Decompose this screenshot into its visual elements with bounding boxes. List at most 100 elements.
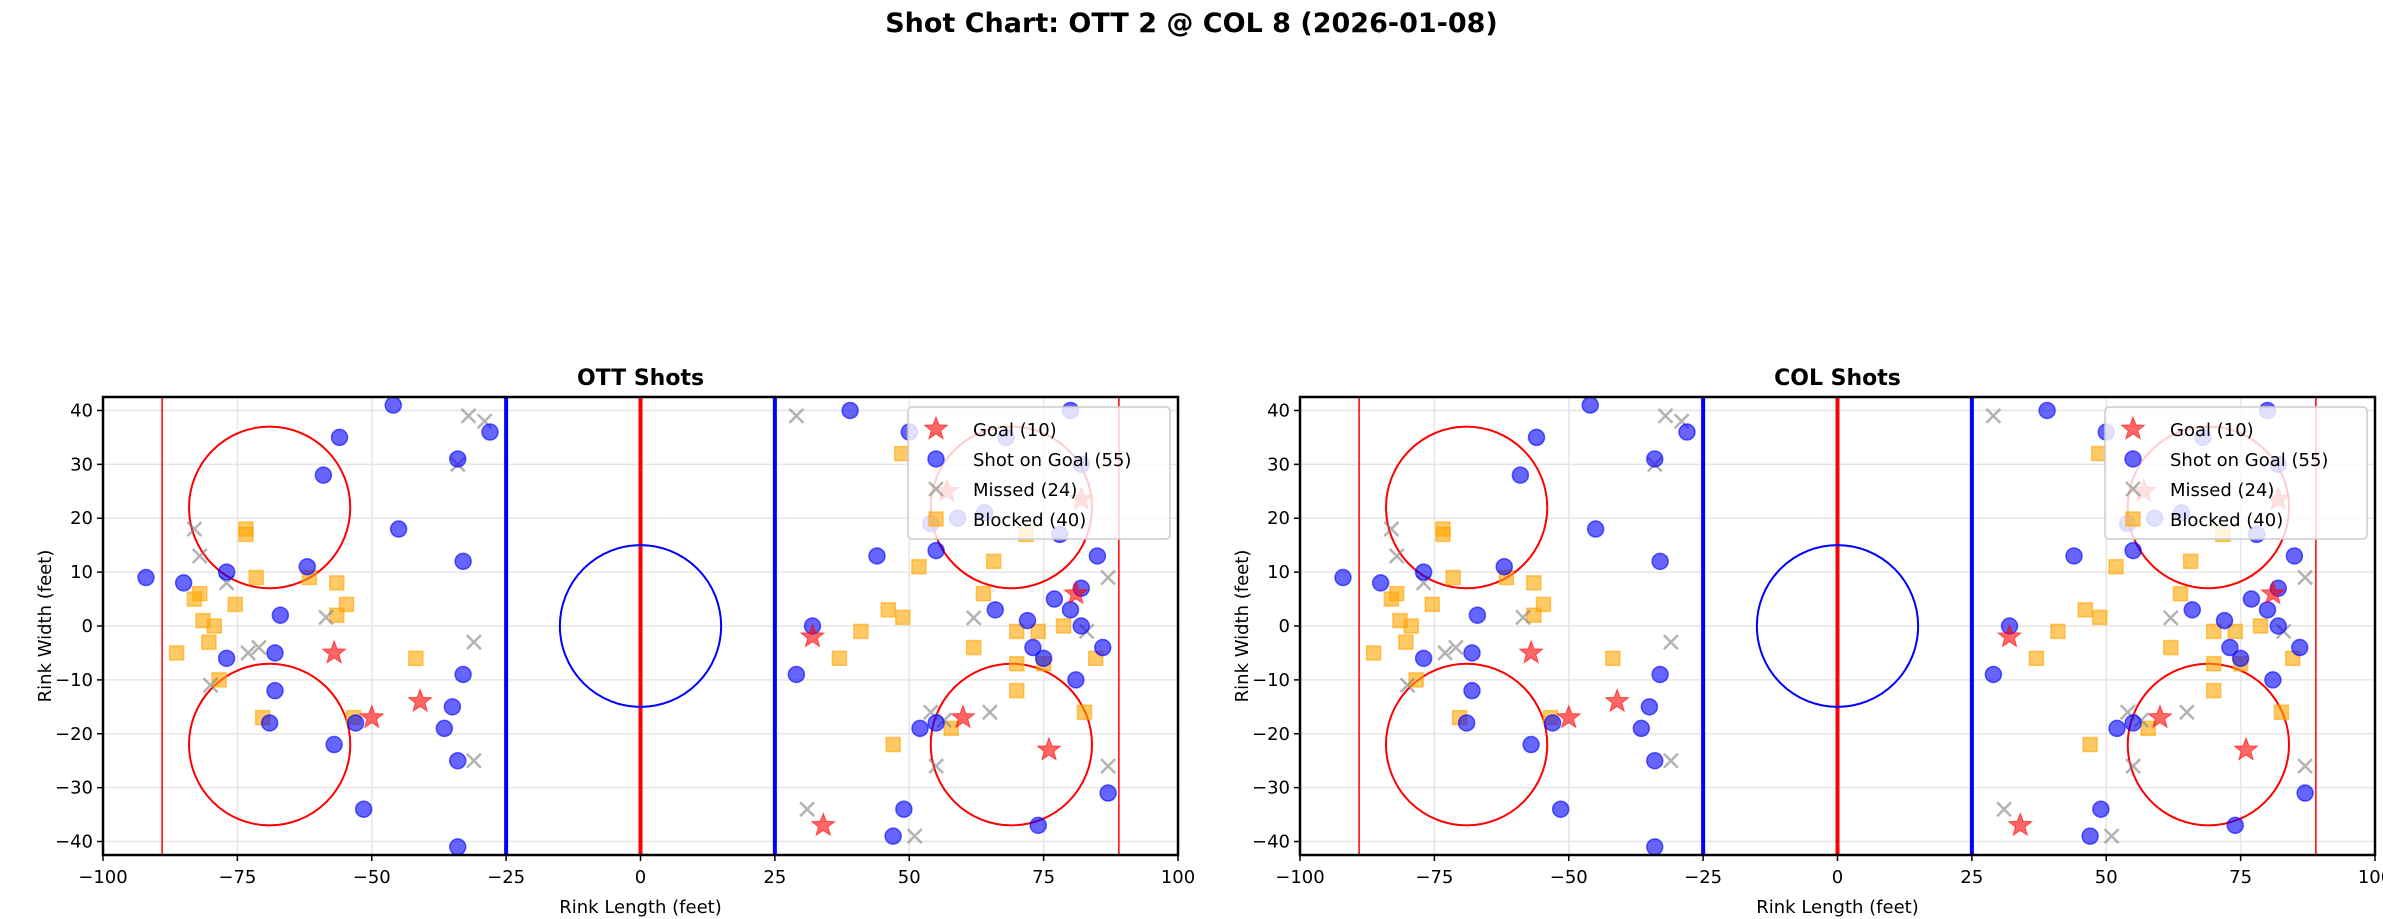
y-tick-label: 40	[1267, 400, 1290, 421]
goal-marker	[1996, 623, 2023, 648]
blocked-marker	[1009, 682, 1025, 699]
missed-marker	[2162, 610, 2179, 626]
blocked-marker	[975, 585, 992, 602]
blocked-marker	[206, 618, 223, 634]
legend-label: Missed (24)	[2170, 480, 2274, 501]
blocked-marker	[1435, 526, 1451, 543]
x-tick-label: −25	[1684, 867, 1722, 888]
legend-label: Goal (10)	[2170, 420, 2254, 441]
shot-on-goal-marker	[435, 719, 454, 738]
shot-on-goal-marker	[325, 735, 343, 754]
blocked-marker	[408, 650, 424, 667]
shot-on-goal-marker	[266, 681, 284, 700]
blocked-marker	[192, 585, 208, 602]
shot-on-goal-marker	[1099, 784, 1117, 802]
x-tick-label: −75	[1415, 867, 1453, 888]
shot-on-goal-marker	[1543, 714, 1562, 732]
shot-on-goal-marker	[1511, 466, 1530, 484]
shot-on-goal-marker	[2231, 649, 2250, 668]
shot-on-goal-marker	[389, 520, 408, 538]
blocked-marker	[2227, 623, 2243, 640]
legend-blocked-icon	[2125, 511, 2141, 527]
shot-on-goal-marker	[1457, 714, 1476, 732]
x-tick-label: 50	[898, 867, 921, 888]
shot-on-goal-marker	[449, 838, 467, 855]
x-tick-label: 25	[763, 867, 786, 888]
x-tick-label: −100	[78, 867, 127, 888]
shot-on-goal-marker	[884, 827, 902, 845]
shot-on-goal-marker	[1034, 649, 1053, 668]
blocked-marker	[831, 650, 848, 667]
shot-on-goal-marker	[260, 714, 279, 732]
shot-on-goal-marker	[2296, 784, 2314, 802]
shot-on-goal-marker	[911, 719, 929, 738]
shot-on-goal-marker	[1522, 735, 1540, 754]
blocked-marker	[2082, 736, 2098, 753]
x-tick-label: −100	[1275, 867, 1324, 888]
shot-on-goal-marker	[2081, 827, 2099, 845]
shot-markers	[137, 397, 1117, 855]
y-tick-label: 10	[70, 562, 93, 583]
legend-label: Blocked (40)	[973, 510, 1086, 531]
shot-on-goal-marker	[449, 450, 467, 468]
missed-marker	[1662, 634, 1679, 651]
shot-on-goal-marker	[443, 698, 462, 716]
y-axis-label: Rink Width (feet)	[35, 550, 56, 703]
shot-on-goal-marker	[927, 714, 945, 732]
shot-on-goal-marker	[2258, 601, 2277, 619]
legend-box	[2104, 406, 2368, 540]
x-tick-label: 75	[1032, 867, 1055, 888]
blocked-marker	[880, 602, 897, 618]
y-tick-label: 0	[1279, 616, 1290, 637]
shot-on-goal-marker	[2264, 671, 2282, 689]
shot-on-goal-marker	[1067, 671, 1085, 689]
axes-frame	[1298, 395, 2377, 857]
shot-on-goal-marker	[137, 568, 155, 587]
shot-on-goal-marker	[1651, 552, 1669, 571]
y-tick-label: 40	[70, 400, 93, 421]
blocked-marker	[1526, 575, 1542, 591]
y-tick-label: −10	[1252, 670, 1290, 691]
missed-marker	[2297, 758, 2314, 774]
goal-marker	[1555, 704, 1582, 729]
panel-ott: −100 −75 −50 −25 0 25 50 75 100−40−30−20−1001020…	[35, 366, 1195, 918]
shot-on-goal-marker	[868, 547, 886, 565]
shot-on-goal-marker	[1094, 638, 1112, 657]
y-tick-label: −20	[1252, 724, 1290, 745]
shot-on-goal-marker	[271, 606, 290, 624]
shot-on-goal-marker	[266, 644, 284, 662]
legend-goal-icon	[2120, 415, 2146, 440]
legend-missed-icon	[2125, 481, 2141, 497]
legend-shot-on-goal-icon	[927, 450, 945, 468]
blocked-marker	[2182, 553, 2199, 570]
shot-on-goal-marker	[2269, 617, 2287, 635]
blocked-marker	[2273, 704, 2290, 720]
legend-shot-on-goal-icon	[2124, 450, 2142, 468]
shot-on-goal-marker	[384, 397, 402, 414]
legend-item: Shot on Goal (55)	[927, 450, 1131, 471]
shot-on-goal-marker	[1581, 397, 1599, 414]
legend: Goal (10) Shot on Goal (55) Missed (24) Blo…	[907, 406, 1171, 540]
y-tick-label: −30	[1252, 778, 1290, 799]
y-tick-label: 20	[1267, 508, 1290, 529]
shot-on-goal-marker	[787, 665, 806, 684]
missed-marker	[1515, 609, 1531, 626]
blocked-marker	[2050, 623, 2066, 640]
missed-marker	[465, 634, 482, 651]
legend-item: Blocked (40)	[2125, 510, 2283, 531]
missed-marker	[460, 407, 477, 424]
shot-on-goal-marker	[2065, 547, 2083, 565]
shot-on-goal-marker	[1527, 428, 1546, 447]
figure-title: Shot Chart: OTT 2 @ COL 8 (2026-01-08)	[885, 8, 1498, 39]
missed-marker	[799, 801, 816, 818]
shot-on-goal-marker	[1029, 816, 1047, 835]
shot-on-goal-marker	[2291, 638, 2309, 657]
missed-marker	[2125, 758, 2142, 774]
blocked-marker	[1398, 634, 1414, 650]
y-tick-label: 30	[1267, 454, 1290, 475]
center-ice-circle	[558, 544, 723, 708]
shot-on-goal-marker	[298, 557, 316, 576]
legend-item: Missed (24)	[928, 480, 1077, 501]
blocked-marker	[2108, 558, 2124, 575]
